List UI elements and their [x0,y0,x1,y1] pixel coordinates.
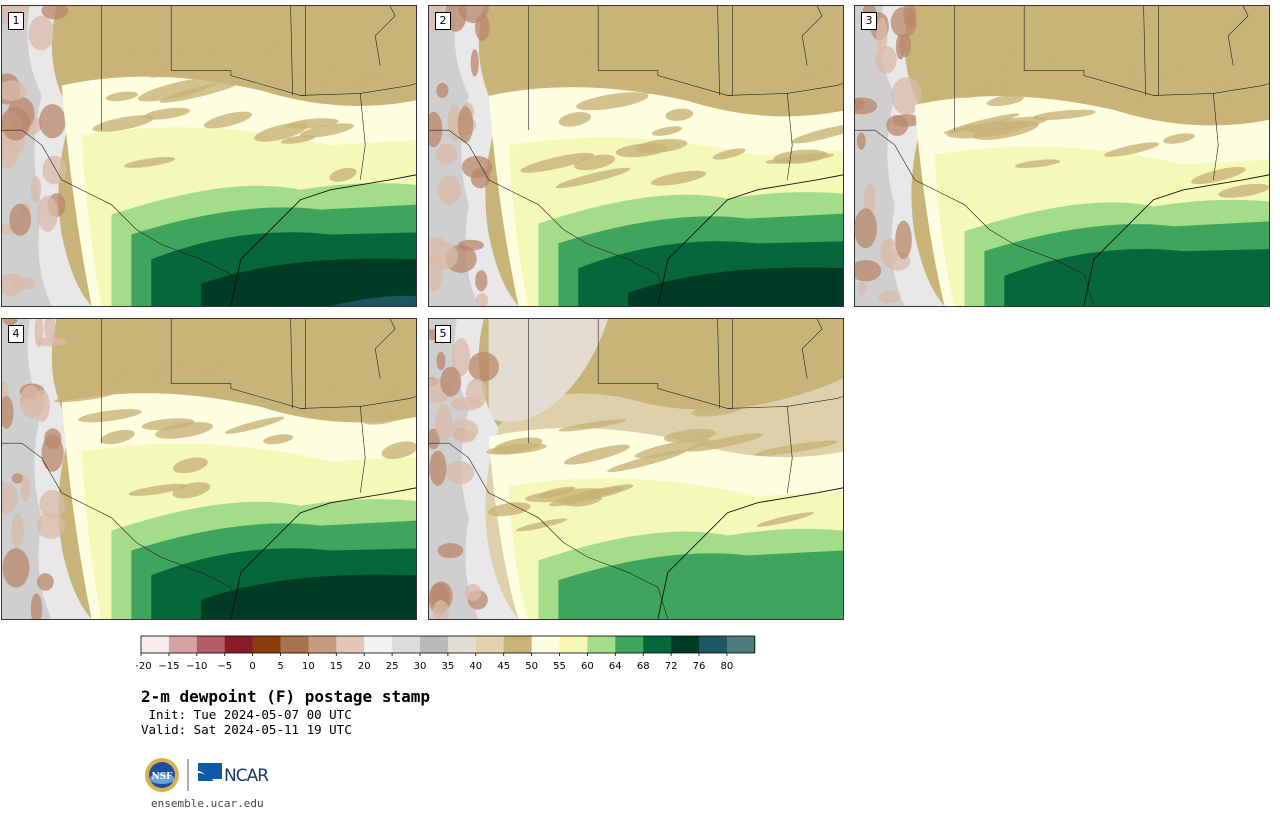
colorbar-swatch [531,636,560,653]
member-label: 3 [861,12,877,30]
dewpoint-colorbar: −20 −15 −10 −5 0 5 10 15 20 25 30 35 40 45 50 55 60 64 68 7… [136,635,756,672]
colorbar-tick-label: 72 [665,661,678,672]
postage-stamp-panel-3: 3 [854,5,1270,307]
colorbar-swatch [643,636,672,653]
colorbar-tick-label: 5 [277,661,283,672]
colorbar-tick-label: −20 [136,661,152,672]
colorbar-swatch [447,636,477,653]
svg-text:NSF: NSF [151,772,173,782]
postage-stamp-panel-4: 4 [1,318,417,620]
colorbar-tick-label: 76 [693,661,706,672]
valid-time: Valid: Sat 2024-05-11 19 UTC [141,722,352,737]
colorbar-tick-label: 20 [358,661,371,672]
sponsor-logos: NSF NCAR [145,758,270,792]
colorbar-tick-label: 45 [497,661,510,672]
colorbar-swatch [726,636,756,653]
init-time: Init: Tue 2024-05-07 00 UTC [141,707,352,722]
colorbar-tick-label: 60 [581,661,594,672]
colorbar-swatch [336,636,365,653]
colorbar-swatch [559,636,588,653]
colorbar-swatch [168,636,198,653]
colorbar-swatch [420,636,449,653]
colorbar-swatch [252,636,281,653]
colorbar-tick-label: 55 [553,661,566,672]
colorbar-swatch [503,636,532,653]
colorbar-tick-label: 10 [302,661,315,672]
colorbar-tick-label: −5 [217,661,232,672]
colorbar-tick-label: −10 [186,661,207,672]
colorbar-swatch [141,636,170,653]
member-label: 5 [435,325,451,343]
colorbar-tick-label: 15 [330,661,343,672]
colorbar-swatch [392,636,421,653]
postage-stamp-panel-2: 2 [428,5,844,307]
dewpoint-map-5 [429,319,843,619]
site-url: ensemble.ucar.edu [151,797,264,810]
colorbar-swatch [475,636,504,653]
colorbar-tick-label: −15 [158,661,179,672]
member-label: 1 [8,12,24,30]
colorbar-tick-label: 35 [442,661,455,672]
colorbar-tick-label: 40 [469,661,482,672]
ncar-logo: NCAR [198,763,270,786]
svg-text:NCAR: NCAR [224,766,269,786]
colorbar-tick-label: 0 [249,661,255,672]
colorbar-tick-label: 30 [414,661,427,672]
colorbar-swatch [280,636,309,653]
colorbar-tick-label: 64 [609,661,622,672]
member-label: 4 [8,325,24,343]
colorbar-swatch [308,636,337,653]
colorbar-swatch [224,636,253,653]
colorbar-tick-label: 25 [386,661,399,672]
postage-stamp-panel-1: 1 [1,5,417,307]
colorbar-tick-label: 80 [721,661,734,672]
nsf-logo: NSF [145,758,179,792]
dewpoint-map-2 [429,6,843,306]
postage-stamp-panel-5: 5 [428,318,844,620]
colorbar-swatch [587,636,616,653]
colorbar-swatch [671,636,700,653]
member-label: 2 [435,12,451,30]
dewpoint-map-4 [2,319,416,619]
map-title: 2-m dewpoint (F) postage stamp [141,687,430,706]
colorbar-swatch [364,636,393,653]
colorbar-swatch [196,636,225,653]
colorbar-tick-label: 68 [637,661,650,672]
dewpoint-map-3 [855,6,1269,306]
dewpoint-map-1 [2,6,416,306]
colorbar-tick-label: 50 [525,661,538,672]
colorbar-swatch [615,636,644,653]
colorbar-swatch [699,636,728,653]
